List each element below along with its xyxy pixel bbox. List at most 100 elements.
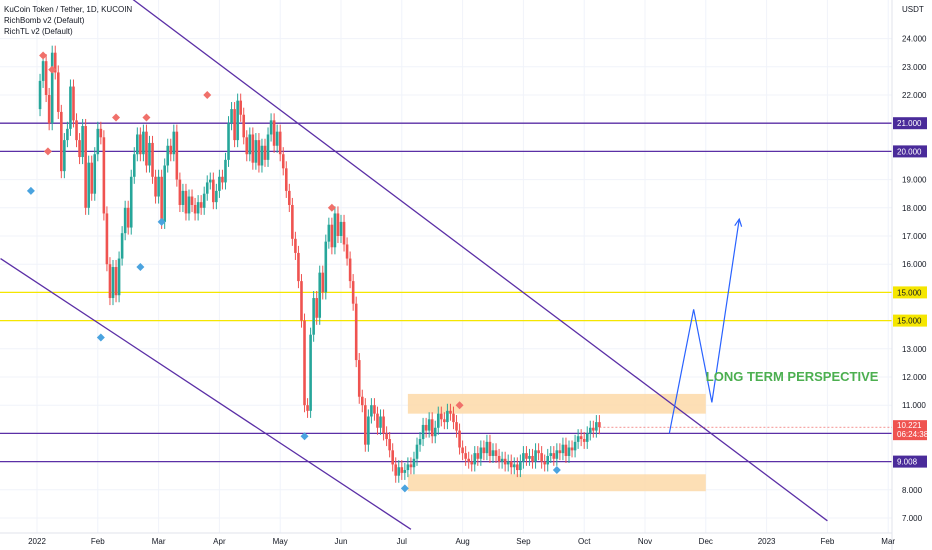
candle-body	[102, 137, 106, 214]
x-tick-label: Nov	[638, 537, 652, 546]
candle-body	[543, 461, 546, 465]
candle-body	[497, 455, 501, 462]
candle-body	[458, 430, 461, 448]
candle-body	[370, 405, 373, 417]
candle-body	[120, 233, 124, 259]
candle-body	[142, 131, 145, 155]
candle-body	[412, 458, 416, 468]
candle-body	[224, 159, 227, 183]
candle-body	[342, 221, 346, 245]
symbol-title[interactable]: KuCoin Token / Tether, 1D, KUCOIN	[4, 5, 133, 14]
indicator-richbomb[interactable]: RichBomb v2 (Default)	[4, 16, 85, 25]
candle-body	[376, 413, 379, 428]
x-tick-label: Dec	[699, 537, 713, 546]
y-tick-label: 11.000	[902, 401, 926, 410]
candle-body	[503, 458, 507, 465]
candle-body	[139, 134, 142, 155]
candle-body	[172, 131, 176, 155]
candle-body	[245, 137, 249, 155]
candle-body	[111, 267, 115, 299]
candle-body	[199, 202, 203, 208]
candle-body	[436, 413, 440, 428]
candle-body	[193, 204, 197, 214]
x-tick-label: Aug	[455, 537, 469, 546]
candle-body	[461, 447, 464, 454]
candle-body	[421, 424, 425, 440]
level-tag-label: 15.000	[897, 317, 922, 326]
candle-body	[227, 123, 230, 160]
candle-body	[306, 405, 309, 411]
last-price-label: 10.221	[897, 421, 922, 430]
candle-body	[595, 422, 598, 431]
sell-signal	[455, 401, 464, 410]
supply-demand-zone	[407, 474, 706, 492]
candle-body	[260, 145, 264, 166]
candle-body	[555, 450, 559, 459]
candle-body	[528, 455, 531, 459]
candle-body	[567, 447, 571, 456]
candle-body	[47, 95, 51, 124]
candle-body	[579, 436, 583, 440]
candle-body	[364, 405, 367, 445]
candle-body	[63, 140, 66, 172]
buy-signal	[26, 186, 35, 195]
x-tick-label: Apr	[213, 537, 226, 546]
y-tick-label: 18.000	[902, 204, 927, 213]
candle-body	[160, 176, 163, 222]
x-tick-label: May	[273, 537, 288, 546]
candle-body	[345, 244, 349, 259]
candle-body	[303, 320, 306, 406]
sell-signal	[43, 147, 52, 156]
candle-body	[506, 461, 510, 465]
candle-body	[151, 142, 154, 177]
candle-body	[72, 86, 75, 121]
trendline	[0, 258, 412, 530]
x-axis: 2022 Feb Mar Apr May Jun Jul Aug Sep Oct Nov Dec 202…	[28, 537, 895, 546]
x-tick-label: Jun	[335, 537, 348, 546]
candle-body	[330, 224, 334, 248]
candle-body	[221, 176, 224, 183]
candle-body	[333, 213, 337, 248]
candle-body	[494, 450, 498, 456]
level-tag	[893, 286, 927, 299]
level-tag-label: 9.008	[897, 458, 918, 467]
x-tick-label: 2023	[758, 537, 776, 546]
candle-body	[452, 413, 455, 423]
buy-signal	[136, 263, 145, 272]
candle-body	[473, 453, 477, 465]
candle-body	[263, 145, 267, 160]
candle-body	[491, 450, 495, 456]
candle-body	[202, 193, 206, 208]
candle-body	[385, 433, 388, 440]
candle-body	[291, 204, 294, 239]
candle-body	[561, 444, 565, 454]
trendlines	[0, 0, 828, 530]
candle-body	[427, 419, 431, 431]
candle-body	[75, 120, 78, 141]
sell-signal	[327, 203, 336, 212]
candle-body	[169, 145, 173, 155]
candle-body	[230, 109, 233, 124]
candle-body	[50, 52, 54, 124]
candle-body	[284, 168, 288, 191]
projection-line	[668, 218, 740, 434]
candle-body	[60, 111, 63, 172]
candle-body	[84, 126, 87, 208]
candle-body	[53, 52, 57, 73]
candle-body	[336, 213, 340, 236]
sell-signal	[48, 65, 57, 74]
y-tick-label: 17.000	[902, 232, 927, 241]
level-tag-label: 15.000	[897, 288, 922, 297]
indicator-richtl[interactable]: RichTL v2 (Default)	[4, 27, 73, 36]
candle-body	[588, 427, 592, 434]
candle-body	[129, 176, 133, 228]
candle-body	[549, 453, 553, 456]
candle-body	[464, 453, 467, 459]
candle-body	[239, 100, 242, 115]
level-tag	[893, 314, 927, 327]
candle-body	[558, 450, 562, 454]
candle-body	[87, 162, 90, 208]
candle-body	[534, 450, 537, 462]
